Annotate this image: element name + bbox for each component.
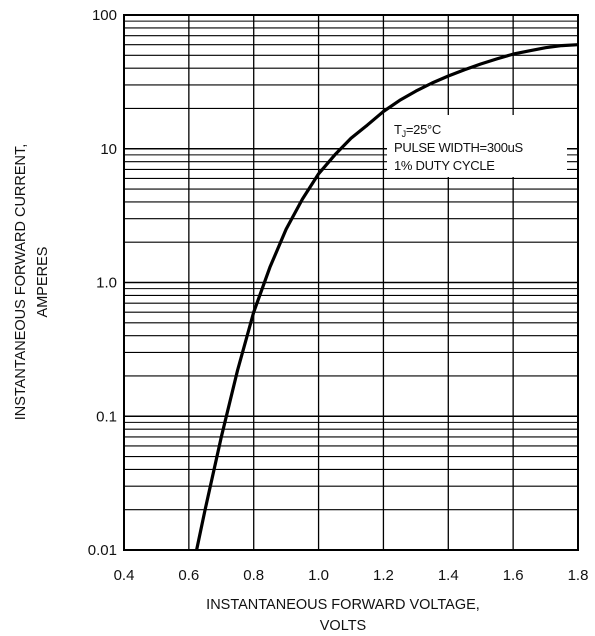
x-tick-labels: 0.4 0.6 0.8 1.0 1.2 1.4 1.6 1.8: [114, 567, 589, 584]
x-tick-label: 1.8: [568, 567, 589, 584]
y-axis-title-line1: INSTANTANEOUS FORWARD CURRENT,: [13, 144, 29, 421]
note-junction-temp: TJ=25°C: [394, 122, 441, 139]
x-tick-label: 1.6: [503, 567, 524, 584]
y-tick-label: 0.01: [88, 542, 117, 559]
x-axis-title-line1: INSTANTANEOUS FORWARD VOLTAGE,: [206, 597, 480, 613]
series-line: [195, 43, 579, 551]
y-tick-label: 100: [92, 7, 117, 24]
x-tick-label: 1.2: [373, 567, 394, 584]
note-temp: =25°C: [406, 122, 441, 137]
x-tick-label: 0.4: [114, 567, 135, 584]
test-conditions-note: TJ=25°C PULSE WIDTH=300uS 1% DUTY CYCLE: [387, 115, 567, 177]
note-background: [387, 115, 567, 177]
plot-frame: [123, 14, 579, 551]
note-j-sub: J: [402, 129, 406, 139]
grid-lines: [124, 15, 578, 550]
y-tick-label: 1.0: [96, 275, 117, 292]
x-tick-label: 1.0: [308, 567, 329, 584]
x-axis-title-line2: VOLTS: [320, 618, 366, 634]
note-pulse-width: PULSE WIDTH=300uS: [394, 140, 524, 155]
x-tick-label: 1.4: [438, 567, 459, 584]
y-axis-title-line2: AMPERES: [35, 247, 51, 318]
y-tick-label: 10: [100, 141, 117, 158]
x-tick-label: 0.6: [178, 567, 199, 584]
y-tick-labels: 0.01 0.1 1.0 10 100: [88, 7, 117, 559]
note-t: T: [394, 122, 402, 137]
note-duty-cycle: 1% DUTY CYCLE: [394, 158, 495, 173]
y-tick-label: 0.1: [96, 408, 117, 425]
x-tick-label: 0.8: [243, 567, 264, 584]
